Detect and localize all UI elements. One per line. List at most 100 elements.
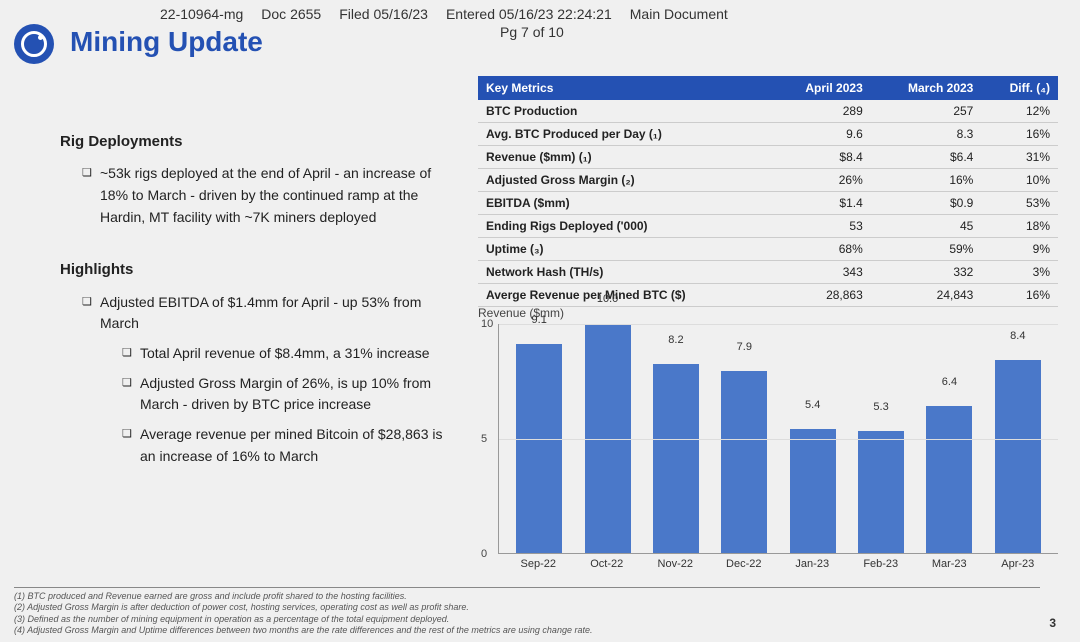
footnote-4: (4) Adjusted Gross Margin and Uptime dif…	[14, 625, 1040, 636]
metric-label: Adjusted Gross Margin (₂)	[478, 169, 771, 192]
bar-value-label: 9.1	[532, 314, 547, 329]
table-row: Revenue ($mm) (₁)$8.4$6.431%	[478, 146, 1058, 169]
bar	[995, 360, 1041, 553]
metric-march: 45	[871, 215, 982, 238]
metric-april: $1.4	[771, 192, 871, 215]
bar	[858, 431, 904, 553]
metric-april: 28,863	[771, 284, 871, 307]
xtick-label: Jan-23	[778, 558, 847, 570]
left-content: Rig Deployments ~53k rigs deployed at th…	[60, 130, 460, 475]
slide-page-number: 3	[1049, 616, 1056, 630]
footnote-3: (3) Defined as the number of mining equi…	[14, 614, 1040, 625]
footnote-1: (1) BTC produced and Revenue earned are …	[14, 591, 1040, 602]
chart-xlabels: Sep-22Oct-22Nov-22Dec-22Jan-23Feb-23Mar-…	[498, 554, 1058, 570]
celsius-logo	[14, 24, 54, 64]
table-row: EBITDA ($mm)$1.4$0.953%	[478, 192, 1058, 215]
th-march: March 2023	[871, 76, 982, 100]
highlight-margin: Adjusted Gross Margin of 26%, is up 10% …	[122, 373, 460, 416]
bar-value-label: 10.0	[597, 293, 618, 308]
xtick-label: Sep-22	[504, 558, 573, 570]
metric-diff: 3%	[981, 261, 1058, 284]
bar-value-label: 8.4	[1010, 330, 1025, 345]
metric-label: EBITDA ($mm)	[478, 192, 771, 215]
case-no: 22-10964-mg	[160, 6, 243, 22]
metric-label: Network Hash (TH/s)	[478, 261, 771, 284]
metric-diff: 12%	[981, 100, 1058, 123]
xtick-label: Oct-22	[573, 558, 642, 570]
metric-label: Uptime (₃)	[478, 238, 771, 261]
footnote-2: (2) Adjusted Gross Margin is after deduc…	[14, 602, 1040, 613]
metric-diff: 31%	[981, 146, 1058, 169]
bar-value-label: 8.2	[668, 334, 683, 349]
metric-diff: 18%	[981, 215, 1058, 238]
footnotes: (1) BTC produced and Revenue earned are …	[14, 587, 1040, 636]
metric-diff: 53%	[981, 192, 1058, 215]
bar	[790, 429, 836, 553]
highlight-ebitda: Adjusted EBITDA of $1.4mm for April - up…	[82, 292, 460, 335]
th-diff: Diff. (₄)	[981, 76, 1058, 100]
table-row: Adjusted Gross Margin (₂)26%16%10%	[478, 169, 1058, 192]
entered-date: Entered 05/16/23 22:24:21	[446, 6, 612, 22]
highlights-heading: Highlights	[60, 258, 460, 281]
xtick-label: Nov-22	[641, 558, 710, 570]
xtick-label: Apr-23	[984, 558, 1053, 570]
xtick-label: Feb-23	[847, 558, 916, 570]
metric-diff: 16%	[981, 123, 1058, 146]
table-row: Averge Revenue per Mined BTC ($)28,86324…	[478, 284, 1058, 307]
bar-value-label: 5.4	[805, 399, 820, 414]
metric-april: 289	[771, 100, 871, 123]
chart-plot: 9.110.08.27.95.45.36.48.4 0510	[498, 324, 1058, 554]
metric-march: 16%	[871, 169, 982, 192]
page-title: Mining Update	[70, 26, 263, 58]
metric-diff: 16%	[981, 284, 1058, 307]
metric-diff: 9%	[981, 238, 1058, 261]
page-of: Pg 7 of 10	[500, 24, 564, 40]
rig-deployments-heading: Rig Deployments	[60, 130, 460, 153]
metric-april: 53	[771, 215, 871, 238]
bar	[721, 371, 767, 553]
metric-march: 257	[871, 100, 982, 123]
court-doc-header: 22-10964-mg Doc 2655 Filed 05/16/23 Ente…	[160, 6, 1040, 22]
bar	[926, 406, 972, 553]
th-metrics: Key Metrics	[478, 76, 771, 100]
bar-value-label: 5.3	[873, 401, 888, 416]
metric-label: Ending Rigs Deployed ('000)	[478, 215, 771, 238]
xtick-label: Dec-22	[710, 558, 779, 570]
table-row: Avg. BTC Produced per Day (₁)9.68.316%	[478, 123, 1058, 146]
metric-april: 9.6	[771, 123, 871, 146]
table-row: Ending Rigs Deployed ('000)534518%	[478, 215, 1058, 238]
bar-value-label: 6.4	[942, 376, 957, 391]
metric-march: $0.9	[871, 192, 982, 215]
highlight-avg-rev: Average revenue per mined Bitcoin of $28…	[122, 424, 460, 467]
metric-march: 24,843	[871, 284, 982, 307]
metric-april: 68%	[771, 238, 871, 261]
th-april: April 2023	[771, 76, 871, 100]
ytick-label: 5	[481, 433, 487, 445]
metric-march: 59%	[871, 238, 982, 261]
table-row: BTC Production28925712%	[478, 100, 1058, 123]
metric-april: 26%	[771, 169, 871, 192]
metric-label: Avg. BTC Produced per Day (₁)	[478, 123, 771, 146]
highlight-revenue: Total April revenue of $8.4mm, a 31% inc…	[122, 343, 460, 365]
revenue-chart: Revenue ($mm) 9.110.08.27.95.45.36.48.4 …	[478, 306, 1058, 576]
metric-march: 332	[871, 261, 982, 284]
metric-diff: 10%	[981, 169, 1058, 192]
metric-april: 343	[771, 261, 871, 284]
bar	[516, 344, 562, 553]
metric-label: Revenue ($mm) (₁)	[478, 146, 771, 169]
metric-march: $6.4	[871, 146, 982, 169]
metric-april: $8.4	[771, 146, 871, 169]
ytick-label: 10	[481, 318, 493, 330]
filed-date: Filed 05/16/23	[339, 6, 428, 22]
table-row: Uptime (₃)68%59%9%	[478, 238, 1058, 261]
doc-type: Main Document	[630, 6, 728, 22]
bar	[653, 364, 699, 553]
metric-label: BTC Production	[478, 100, 771, 123]
bar-value-label: 7.9	[737, 341, 752, 356]
xtick-label: Mar-23	[915, 558, 984, 570]
key-metrics-table: Key Metrics April 2023 March 2023 Diff. …	[478, 76, 1058, 307]
table-row: Network Hash (TH/s)3433323%	[478, 261, 1058, 284]
rig-bullet: ~53k rigs deployed at the end of April -…	[82, 163, 460, 228]
ytick-label: 0	[481, 548, 487, 560]
metric-march: 8.3	[871, 123, 982, 146]
